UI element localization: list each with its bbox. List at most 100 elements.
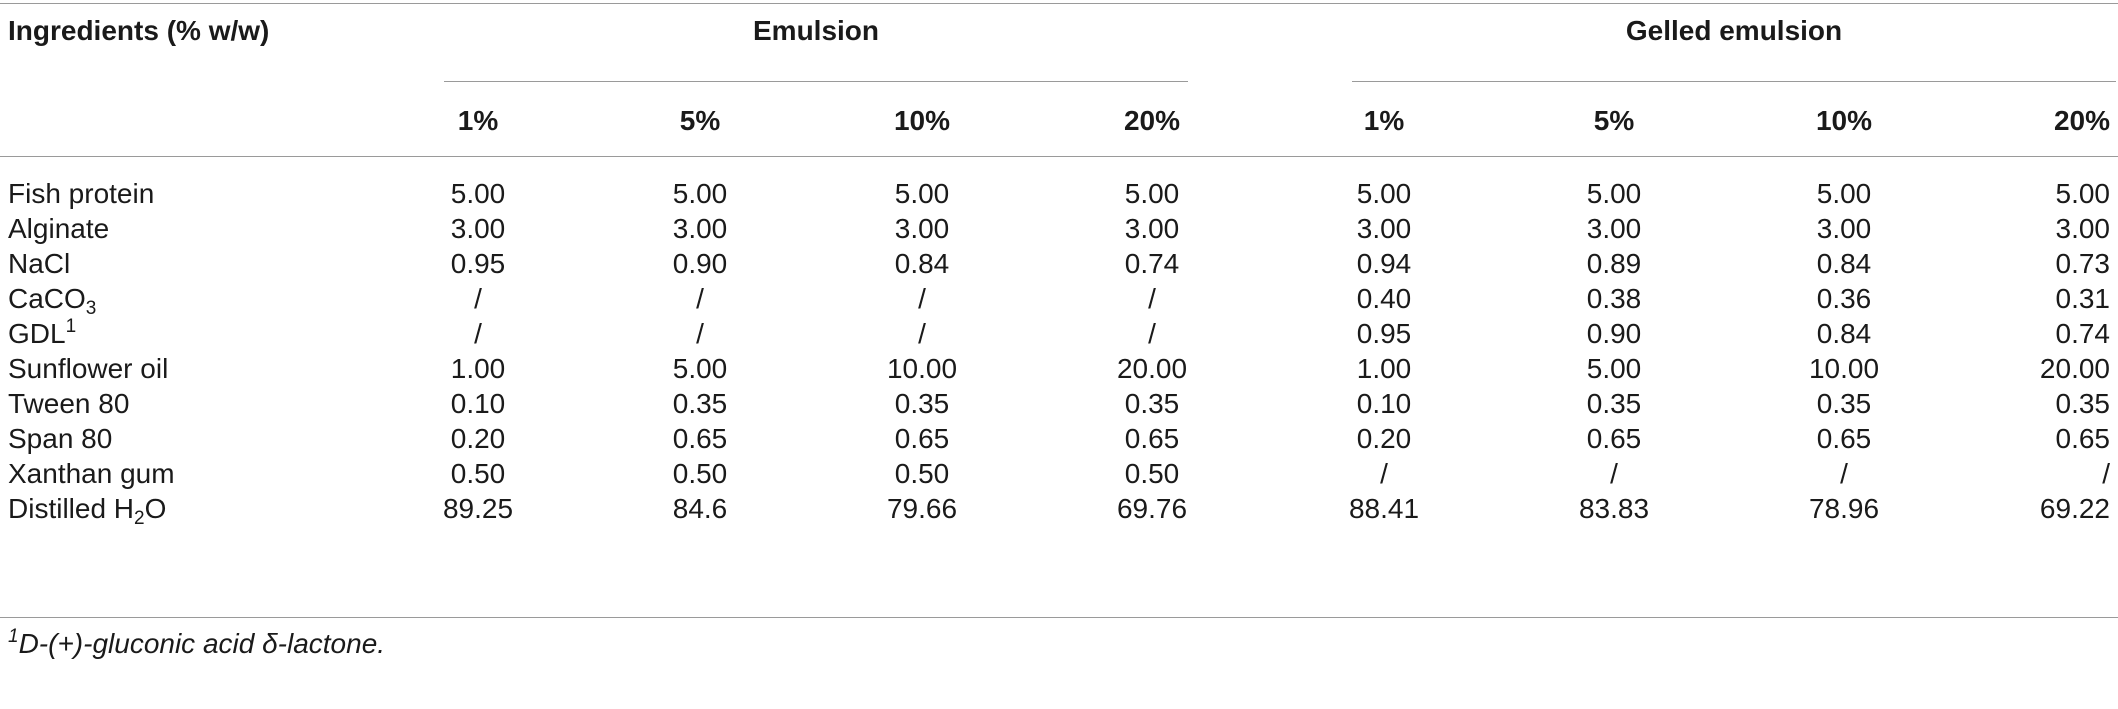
row-label: Distilled H2O [8,492,167,529]
table-cell: 0.35 [1586,388,1642,419]
table-cell: 0.35 [1124,388,1180,419]
table-cell: 0.31 [2055,283,2111,314]
table-cell: 79.66 [886,493,958,524]
table-cell: 0.40 [1356,283,1412,314]
row-label-main: Distilled H [8,493,135,524]
footnote-marker: 1 [8,626,19,647]
table-cell: 0.65 [894,423,950,454]
table-cell: 0.35 [672,388,728,419]
table-cell: 0.35 [894,388,950,419]
table-cell: 0.50 [450,458,506,489]
row-label: CaCO3 [8,282,97,319]
table-cell: 5.00 [1586,353,1642,384]
table-cell: / [2102,458,2110,489]
emulsion-col-10: 10% [893,105,951,136]
row-label: Fish protein [8,178,155,209]
row-label-tail: O [144,493,167,524]
table-cell: 0.50 [894,458,950,489]
table-cell: 5.00 [1356,178,1412,209]
table-cell: / [696,318,704,349]
table-cell: 0.38 [1586,283,1642,314]
table-cell: 20.00 [1116,353,1188,384]
table-cell: 78.96 [1808,493,1880,524]
table-cell: 84.6 [672,493,728,524]
table-cell: 0.94 [1356,248,1412,279]
table-cell: 3.00 [672,213,728,244]
table-cell: 0.65 [672,423,728,454]
row-label: Span 80 [8,423,113,454]
table-cell: 0.89 [1586,248,1642,279]
table-cell: 0.65 [1586,423,1642,454]
table-cell: 0.73 [2055,248,2111,279]
gelled-col-5: 5% [1593,105,1635,136]
table-cell: 0.95 [450,248,506,279]
table-cell: 0.50 [1124,458,1180,489]
table-cell: 89.25 [442,493,514,524]
emulsion-col-20: 20% [1123,105,1181,136]
emulsion-col-5: 5% [679,105,721,136]
row-label-main: GDL [8,318,66,349]
table-cell: 83.83 [1578,493,1650,524]
table-cell: 5.00 [894,178,950,209]
row-label-subscript: 3 [85,298,97,319]
emulsion-group-rule [444,81,1188,82]
table-cell: 5.00 [1816,178,1872,209]
row-label: NaCl [8,248,71,279]
table-cell: / [918,283,926,314]
gelled-col-10: 10% [1815,105,1873,136]
table-cell: 88.41 [1348,493,1420,524]
table-cell: / [1840,458,1848,489]
table-cell: 0.95 [1356,318,1412,349]
bottom-rule [0,617,2118,618]
row-label: Sunflower oil [8,353,169,384]
table-cell: 3.00 [2055,213,2111,244]
table-cell: 0.65 [1816,423,1872,454]
table-cell: / [1610,458,1618,489]
table-cell: 5.00 [672,178,728,209]
table-cell: 3.00 [1816,213,1872,244]
table-cell: 0.84 [1816,248,1872,279]
row-label-main: CaCO [8,283,86,314]
table-cell: 0.35 [1816,388,1872,419]
table-cell: 1.00 [1356,353,1412,384]
table-cell: 0.84 [1816,318,1872,349]
table-cell: 69.22 [2039,493,2110,524]
table-cell: 3.00 [894,213,950,244]
table-cell: 0.50 [672,458,728,489]
table-cell: 1.00 [450,353,506,384]
table-cell: 0.90 [672,248,728,279]
footnote-text: D-(+)-gluconic acid δ-lactone. [18,628,386,659]
table-cell: 69.76 [1116,493,1188,524]
row-label-footnote-marker: 1 [65,316,77,337]
table-cell: / [696,283,704,314]
table-cell: 5.00 [1124,178,1180,209]
table-cell: 0.65 [2055,423,2111,454]
table-footnote: 1D-(+)-gluconic acid δ-lactone. [8,627,385,661]
row-label: GDL1 [8,317,76,351]
table-cell: / [1148,283,1156,314]
table-cell: 5.00 [2055,178,2111,209]
table-cell: / [474,318,482,349]
table-cell: 0.74 [2055,318,2111,349]
table-cell: 5.00 [672,353,728,384]
emulsion-group-header: Emulsion [752,15,880,46]
emulsion-col-1: 1% [457,105,499,136]
header-rule [0,156,2118,157]
table-cell: 0.20 [450,423,506,454]
table-cell: 20.00 [2039,353,2110,384]
table-cell: 0.10 [1356,388,1412,419]
row-label-subscript: 2 [134,508,145,529]
table-cell: 0.35 [2055,388,2111,419]
gelled-group-rule [1352,81,2116,82]
gelled-col-1: 1% [1363,105,1405,136]
table-cell: 0.20 [1356,423,1412,454]
top-rule [0,3,2118,4]
table-cell: / [1148,318,1156,349]
table-cell: 3.00 [1356,213,1412,244]
table-cell: 0.74 [1124,248,1180,279]
ingredients-header: Ingredients (% w/w) [8,15,270,46]
table-cell: 0.10 [450,388,506,419]
table-cell: 0.84 [894,248,950,279]
row-label: Xanthan gum [8,458,175,489]
table-cell: 5.00 [1586,178,1642,209]
